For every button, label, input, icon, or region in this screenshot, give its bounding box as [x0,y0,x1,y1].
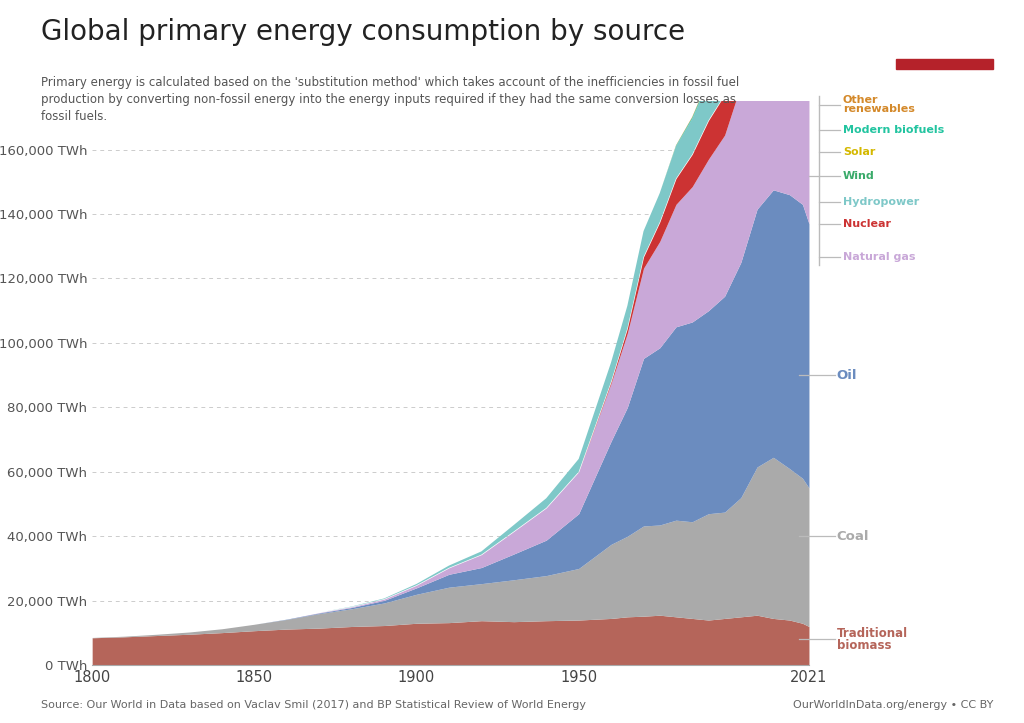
Text: Traditional
biomass: Traditional biomass [837,627,907,651]
Text: Coal: Coal [837,530,869,543]
Text: Our World: Our World [914,26,975,35]
Text: Hydropower: Hydropower [843,197,919,208]
Text: Oil: Oil [837,369,857,382]
Text: Global primary energy consumption by source: Global primary energy consumption by sou… [41,18,685,46]
Text: Other
renewables: Other renewables [843,95,914,114]
Text: Wind: Wind [843,171,874,181]
Text: Nuclear: Nuclear [843,219,891,229]
Text: OurWorldInData.org/energy • CC BY: OurWorldInData.org/energy • CC BY [793,700,993,710]
Text: Modern biofuels: Modern biofuels [843,125,944,135]
Text: in Data: in Data [924,41,966,51]
Bar [896,59,993,69]
Text: Primary energy is calculated based on the 'substitution method' which takes acco: Primary energy is calculated based on th… [41,76,739,123]
Text: Solar: Solar [843,147,876,157]
Text: Natural gas: Natural gas [843,252,915,262]
Text: Source: Our World in Data based on Vaclav Smil (2017) and BP Statistical Review : Source: Our World in Data based on Vacla… [41,700,586,710]
